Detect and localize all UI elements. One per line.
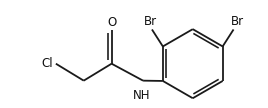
Text: Cl: Cl [42, 57, 53, 70]
Text: O: O [107, 16, 117, 29]
Text: Br: Br [144, 15, 157, 28]
Text: Br: Br [231, 15, 244, 28]
Text: NH: NH [133, 89, 151, 102]
